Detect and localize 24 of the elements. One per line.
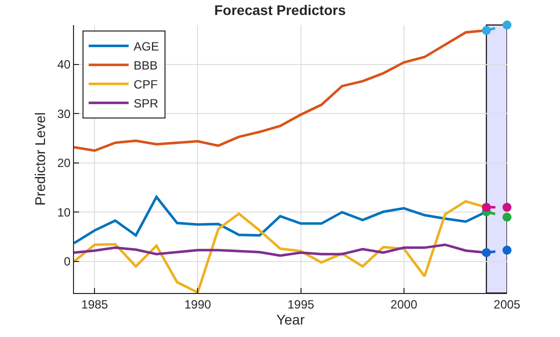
chart-title: Forecast Predictors [214,2,346,18]
y-tick-label: 0 [64,254,71,269]
legend-label: AGE [134,40,160,54]
point [502,246,512,255]
point [502,212,512,222]
point [482,248,491,258]
x-tick-label: 2005 [494,297,521,312]
y-tick-label: 10 [57,205,71,220]
point [482,202,491,212]
point [482,26,491,35]
legend-label: CPF [134,78,158,92]
y-axis-title: Predictor Level [32,112,48,206]
point [502,202,512,212]
y-tick-label: 20 [57,156,71,170]
x-tick-label: 1985 [81,297,108,312]
legend-label: BBB [134,58,158,73]
y-tick-label: 40 [57,58,71,72]
legend-label: SPR [134,96,159,111]
x-tick-label: 1995 [287,297,314,312]
x-axis-title: Year [276,312,305,328]
y-tick-label: 30 [57,106,71,121]
x-tick-label: 2000 [390,297,418,312]
x-tick-label: 1990 [184,297,212,312]
point [502,20,512,30]
